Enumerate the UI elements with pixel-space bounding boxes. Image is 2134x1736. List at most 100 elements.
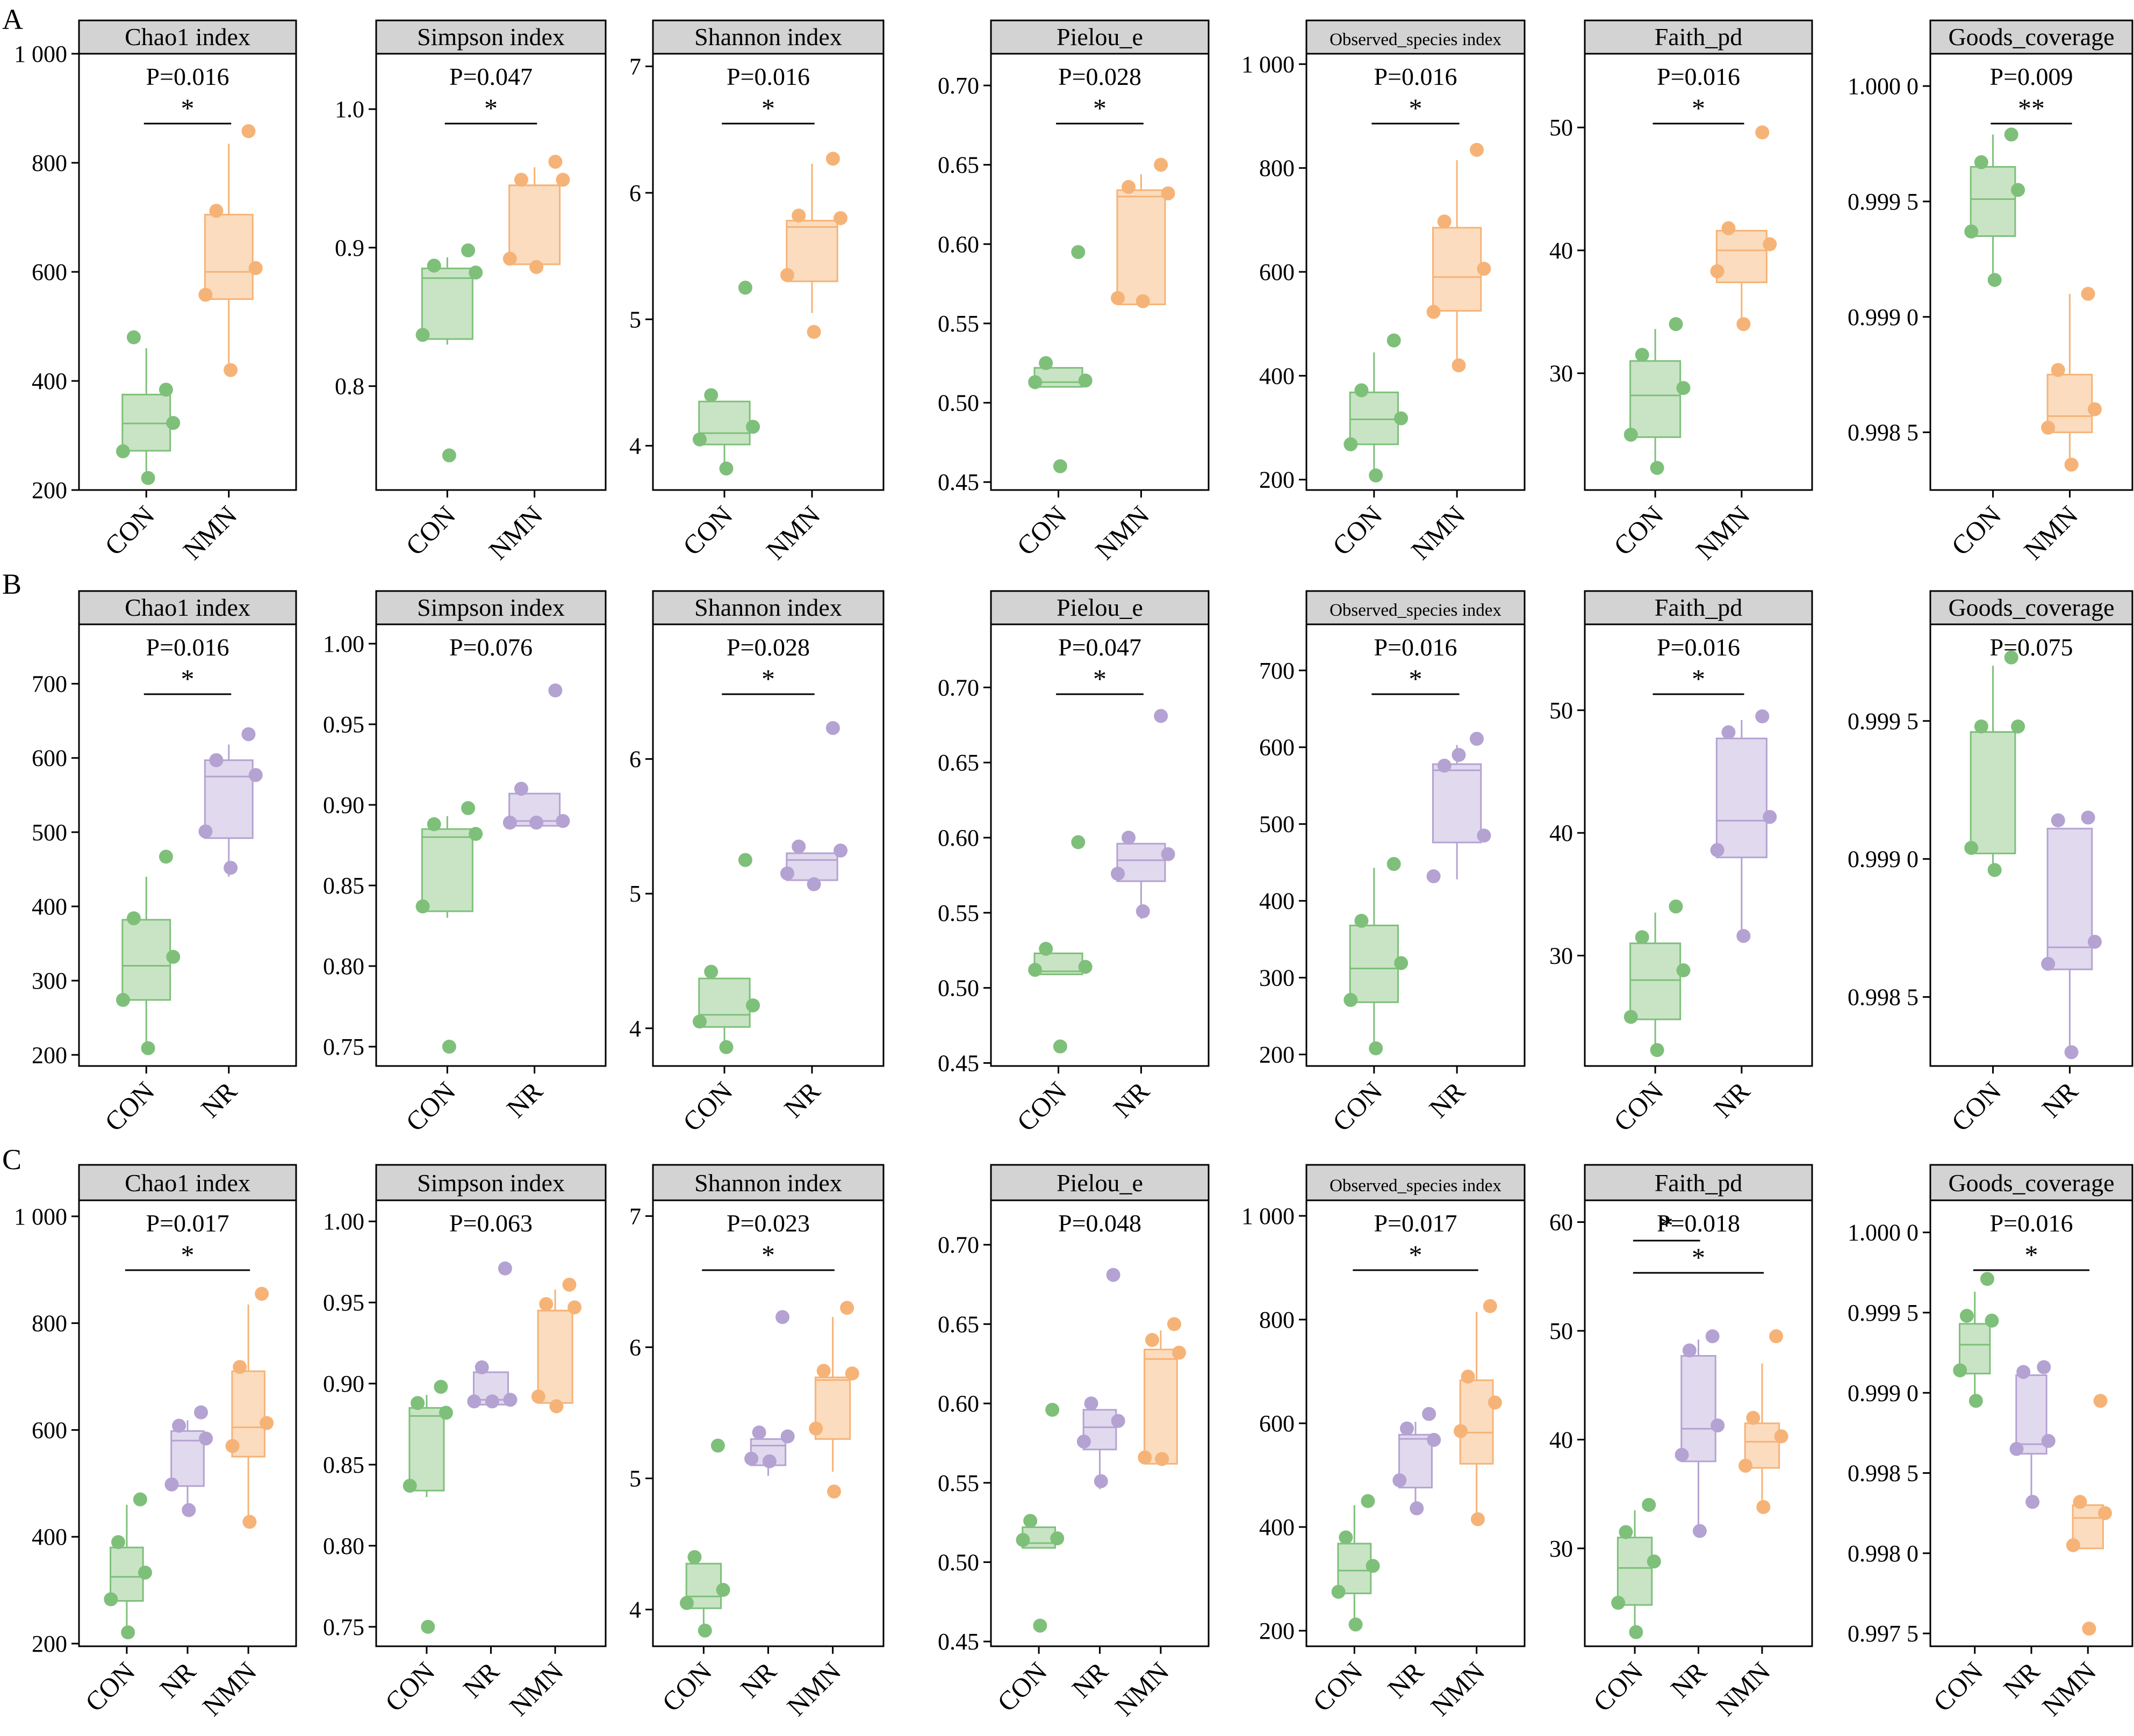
data-point-nmn [2073,1495,2087,1509]
data-point-nmn [502,251,517,266]
plot-frame [652,623,885,1067]
data-point-nmn [809,1421,823,1436]
data-point-con [1369,468,1383,482]
x-tick-label: NR [1423,1076,1471,1123]
data-point-nmn [2066,1538,2080,1552]
x-tick-label: NR [195,1076,243,1123]
box-con [1616,1537,1653,1606]
panel-a-3: Shannon index P=0.016 4 5 6 7 CON NMN * [629,19,885,565]
y-tick-label: 0.999 0 [1848,1380,1919,1406]
data-point-nr [1469,732,1484,746]
data-point-nmn [529,260,544,274]
box-con [121,393,171,452]
y-tick-label: 0.95 [323,1290,364,1316]
data-point-nr [807,877,821,891]
panel-strip [375,19,607,55]
data-point-nr [1675,1447,1689,1462]
data-point-con [141,471,155,485]
data-point-con [1974,719,1988,734]
data-point-nr [172,1418,186,1433]
data-point-nr [198,824,213,839]
data-point-con [1676,381,1691,395]
y-tick-label: 400 [1259,1514,1295,1540]
box-nmn [1144,1349,1178,1465]
box-con [1629,942,1682,1020]
plot-frame [1584,53,1813,491]
x-tick-label: NR [2036,1076,2083,1123]
data-point-nmn [780,268,794,282]
panel-b-3: Shannon index P=0.028 4 5 6 CON NR * [629,590,885,1137]
data-point-con [1354,913,1369,928]
data-point-nmn [2087,402,2102,416]
box-nr [786,852,838,881]
panel-a-7: Goods_coverage P=0.009 0.998 5 0.999 0 0.999… [1848,19,2133,565]
box-nr [204,759,254,839]
data-point-nmn [260,1416,274,1430]
panel-b-4: Pielou_e P=0.047 0.45 0.50 0.55 0.60 0.65 0.70 C… [938,590,1210,1137]
panel-title: Simpson index [417,23,565,51]
data-point-nmn [1145,1332,1159,1347]
panel-c-4: Pielou_e P=0.048 0.45 0.50 0.55 0.60 0.65 0.70 C… [938,1164,1210,1721]
panel-c-5: Observed_species index P=0.017 200 400 600 80… [1241,1164,1526,1721]
data-point-con [1968,1394,1983,1408]
data-point-nr [1111,867,1125,881]
y-tick-label: 600 [32,745,67,772]
panel-b-2: Simpson index P=0.076 0.75 0.80 0.85 0.90 0.95… [323,590,607,1137]
data-point-nr [193,1405,208,1420]
data-point-nmn [1138,1450,1152,1465]
y-tick-label: 60 [1549,1209,1573,1235]
data-point-nmn [1172,1345,1187,1360]
plot-frame [375,53,607,491]
data-point-nmn [1461,1370,1475,1384]
data-point-nmn [1122,180,1136,195]
data-point-nr [1106,1267,1120,1282]
y-tick-label: 800 [1259,1307,1295,1333]
data-point-con [116,993,130,1007]
data-point-nmn [1452,358,1466,372]
panel-strip [652,590,885,625]
y-tick-label: 0.9 [335,235,364,261]
y-tick-label: 0.90 [323,1371,364,1397]
data-point-nmn [1738,1458,1753,1473]
data-point-con [1071,245,1086,260]
box-nr [1116,842,1166,882]
p-value-label: P=0.009 [1989,63,2073,90]
data-point-nmn [1154,157,1168,172]
box-con [1970,731,2016,854]
panel-title: Pielou_e [1057,1169,1143,1197]
data-point-con [1331,1584,1346,1599]
data-point-con [1980,1272,1994,1286]
p-value-label: P=0.016 [1657,633,1740,661]
data-point-nmn [1155,1452,1169,1466]
y-tick-label: 0.70 [938,674,979,701]
data-point-nmn [224,363,238,377]
data-point-con [716,1583,730,1597]
p-value-label: P=0.063 [449,1209,533,1237]
data-point-nmn [1469,142,1484,157]
x-tick-label: NR [735,1656,782,1704]
data-point-nr [2087,934,2102,949]
data-point-con [159,383,173,397]
data-point-nr [1122,831,1136,845]
data-point-nr [1711,1418,1725,1433]
y-tick-label: 50 [1549,1318,1573,1344]
data-point-nmn [1453,1424,1468,1438]
panel-title: Chao1 index [125,23,250,51]
y-tick-label: 0.999 5 [1848,1300,1919,1326]
data-point-nmn [241,124,256,139]
data-point-con [442,448,456,463]
data-point-con [126,911,141,926]
y-tick-label: 0.60 [938,231,979,257]
x-tick-label: NR [778,1076,826,1123]
y-tick-label: 0.65 [938,152,979,178]
data-point-con [2011,183,2025,197]
data-point-con [421,1619,435,1634]
data-point-nr [182,1503,196,1517]
data-point-con [1635,930,1649,945]
data-point-nr [2081,810,2095,825]
box-con [1349,391,1399,445]
y-tick-label: 0.75 [323,1614,364,1640]
x-tick-label: NR [154,1656,202,1704]
data-point-nmn [1755,125,1770,140]
plot-frame [1584,623,1813,1067]
